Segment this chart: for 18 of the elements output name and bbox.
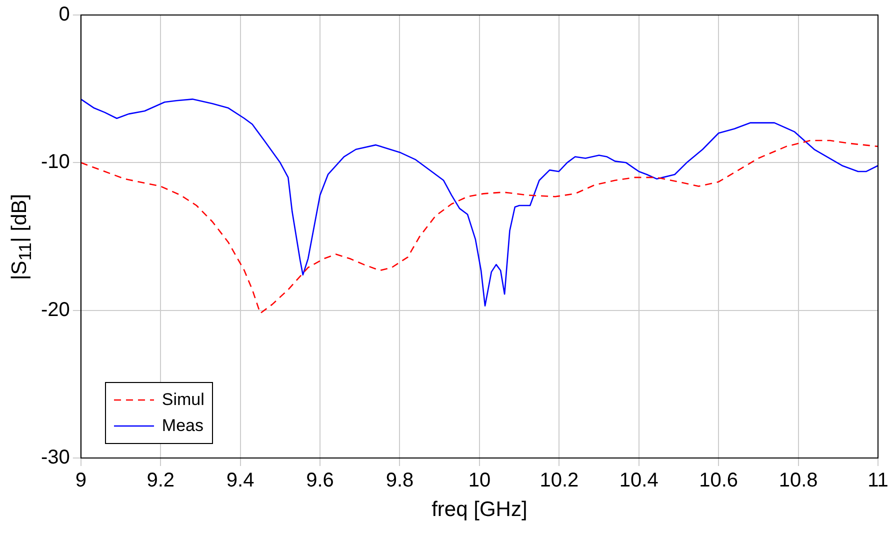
x-tick-label: 9.6 bbox=[306, 470, 334, 492]
y-tick-label: -20 bbox=[41, 298, 70, 321]
legend-label: Simul bbox=[162, 390, 204, 410]
y-tick-label: 0 bbox=[58, 4, 70, 26]
x-tick-label: 10.6 bbox=[699, 470, 738, 492]
y-tick-label: -10 bbox=[41, 151, 70, 174]
x-tick-label: 9.8 bbox=[386, 470, 414, 492]
x-tick-label: 9 bbox=[75, 470, 86, 492]
x-tick-label: 10 bbox=[468, 470, 491, 492]
x-tick-label: 9.4 bbox=[226, 470, 254, 492]
x-tick-label: 10.8 bbox=[778, 470, 818, 492]
x-tick-label: 10.4 bbox=[619, 470, 658, 492]
x-tick-label: 9.2 bbox=[146, 470, 175, 492]
legend-label: Meas bbox=[162, 416, 204, 436]
y-tick-label: -30 bbox=[41, 446, 70, 469]
x-axis-title: freq [GHz] bbox=[432, 498, 528, 522]
x-tick-label: 11 bbox=[868, 470, 888, 492]
x-tick-label: 10.2 bbox=[540, 470, 579, 492]
